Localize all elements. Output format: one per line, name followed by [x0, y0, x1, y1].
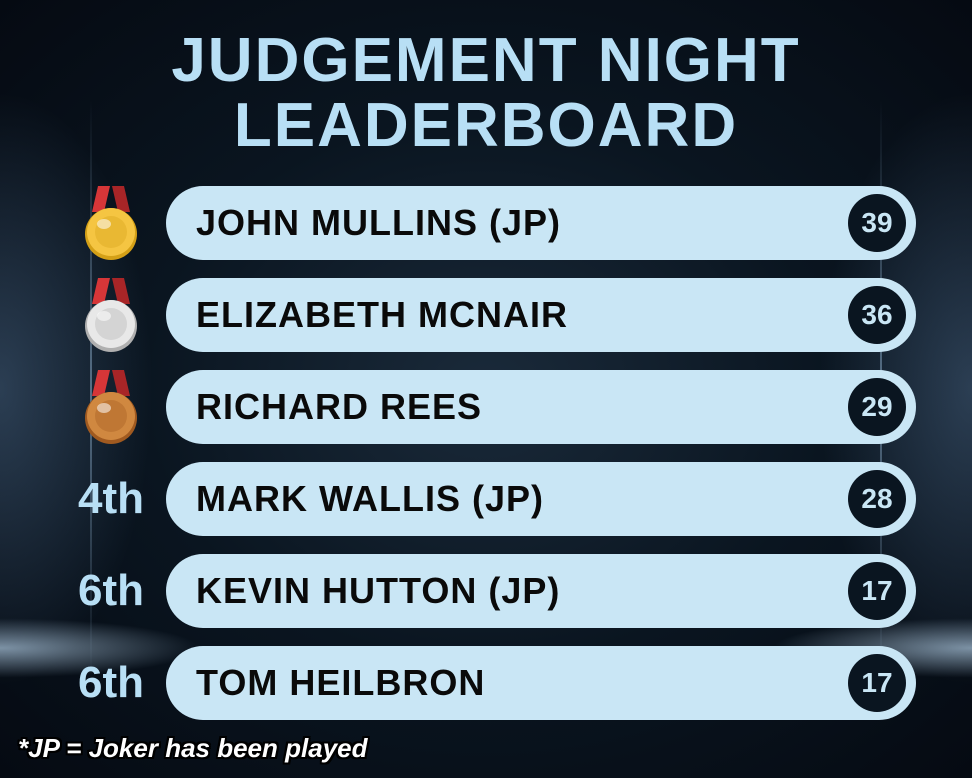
leaderboard-row: 6th KEVIN HUTTON (JP) 17: [56, 554, 916, 628]
rank-slot: 6th: [56, 658, 166, 708]
score-circle: 36: [848, 286, 906, 344]
rank-slot: [56, 368, 166, 446]
score-circle: 29: [848, 378, 906, 436]
player-name: TOM HEILBRON: [196, 662, 485, 704]
player-bar: KEVIN HUTTON (JP) 17: [166, 554, 916, 628]
player-score: 29: [861, 391, 892, 423]
gold-medal-icon: [80, 184, 142, 262]
leaderboard-row: RICHARD REES 29: [56, 370, 916, 444]
rank-text: 4th: [78, 474, 144, 524]
player-name: JOHN MULLINS (JP): [196, 202, 561, 244]
score-circle: 17: [848, 562, 906, 620]
player-name: RICHARD REES: [196, 386, 482, 428]
title-line-2: LEADERBOARD: [171, 93, 800, 158]
rank-slot: [56, 276, 166, 354]
page-title: JUDGEMENT NIGHT LEADERBOARD: [171, 28, 800, 158]
rank-text: 6th: [78, 658, 144, 708]
player-bar: JOHN MULLINS (JP) 39: [166, 186, 916, 260]
silver-medal-icon: [80, 276, 142, 354]
rank-text: 6th: [78, 566, 144, 616]
player-name: KEVIN HUTTON (JP): [196, 570, 560, 612]
rank-slot: 6th: [56, 566, 166, 616]
leaderboard-row: 4th MARK WALLIS (JP) 28: [56, 462, 916, 536]
player-bar: RICHARD REES 29: [166, 370, 916, 444]
rank-slot: 4th: [56, 474, 166, 524]
score-circle: 17: [848, 654, 906, 712]
leaderboard-row: JOHN MULLINS (JP) 39: [56, 186, 916, 260]
rank-slot: [56, 184, 166, 262]
player-score: 17: [861, 575, 892, 607]
player-bar: MARK WALLIS (JP) 28: [166, 462, 916, 536]
score-circle: 28: [848, 470, 906, 528]
player-score: 36: [861, 299, 892, 331]
leaderboard-container: JUDGEMENT NIGHT LEADERBOARD JOHN MULLINS…: [0, 0, 972, 778]
player-score: 28: [861, 483, 892, 515]
leaderboard-row: ELIZABETH MCNAIR 36: [56, 278, 916, 352]
title-line-1: JUDGEMENT NIGHT: [171, 28, 800, 93]
score-circle: 39: [848, 194, 906, 252]
leaderboard-rows: JOHN MULLINS (JP) 39 ELIZABETH MCNAIR 36 R…: [0, 186, 972, 720]
player-score: 17: [861, 667, 892, 699]
bronze-medal-icon: [80, 368, 142, 446]
player-name: MARK WALLIS (JP): [196, 478, 544, 520]
leaderboard-row: 6th TOM HEILBRON 17: [56, 646, 916, 720]
player-name: ELIZABETH MCNAIR: [196, 294, 568, 336]
player-bar: TOM HEILBRON 17: [166, 646, 916, 720]
player-score: 39: [861, 207, 892, 239]
player-bar: ELIZABETH MCNAIR 36: [166, 278, 916, 352]
